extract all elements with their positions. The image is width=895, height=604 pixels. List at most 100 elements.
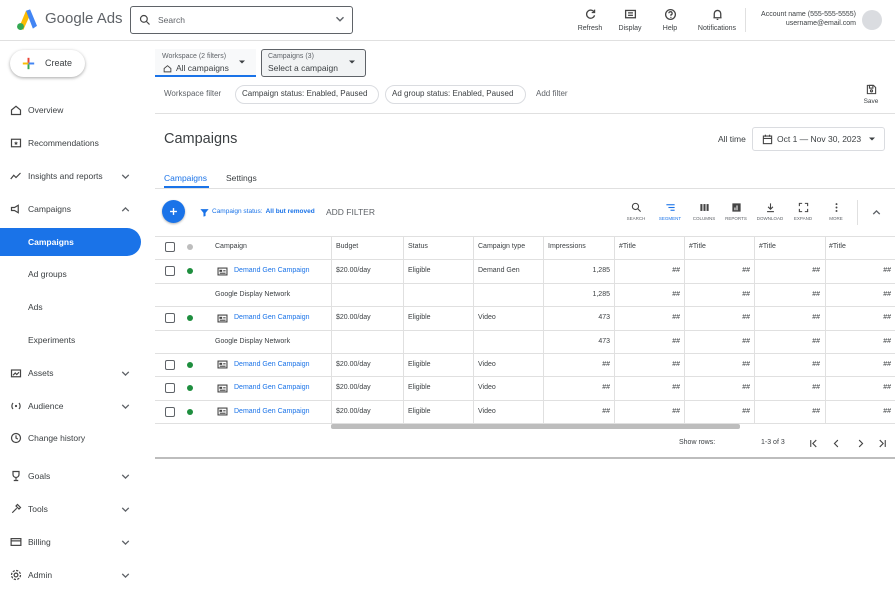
checkbox[interactable]	[165, 406, 175, 417]
toolbar-icon[interactable]	[731, 202, 742, 213]
sidebar-item[interactable]: Change history	[28, 433, 86, 443]
filter-chip[interactable]	[235, 85, 379, 104]
header-action-icon[interactable]	[624, 8, 637, 21]
sidebar-active-pill[interactable]	[0, 228, 141, 256]
workspace-filter[interactable]: Workspace filter	[164, 89, 222, 98]
header-action-icon[interactable]	[711, 8, 724, 21]
header-action-label[interactable]: Refresh	[577, 25, 603, 32]
sidebar-chevron[interactable]	[119, 203, 132, 216]
pagination-button[interactable]	[877, 438, 888, 449]
sidebar-item[interactable]: Assets	[28, 368, 54, 378]
tab-active[interactable]: Campaigns	[164, 173, 207, 183]
toolbar-icon-part	[736, 204, 738, 210]
collapse-toolbar[interactable]	[870, 206, 883, 219]
sidebar-item[interactable]: Audience	[28, 401, 64, 411]
sidebar-item[interactable]: Billing	[28, 537, 51, 547]
pagination-button[interactable]	[855, 438, 866, 449]
column-header[interactable]: #Title	[829, 243, 846, 250]
sidebar-item[interactable]: Goals	[28, 471, 51, 481]
toolbar-label[interactable]: COLUMNS	[692, 216, 716, 221]
toolbar-icon[interactable]	[699, 202, 710, 213]
toolbar-icon[interactable]	[631, 202, 642, 213]
sidebar-icon-part	[10, 204, 19, 214]
column-header[interactable]: Campaign	[215, 243, 247, 250]
toolbar-label[interactable]: SEARCH	[626, 216, 646, 221]
sidebar-chevron[interactable]	[119, 400, 132, 413]
column-header[interactable]: #Title	[759, 243, 776, 250]
toolbar-label[interactable]: EXPAND	[793, 216, 813, 221]
toolbar-icon[interactable]	[765, 202, 776, 213]
toolbar-label[interactable]: SEGMENT	[658, 216, 682, 221]
campaign-link[interactable]: Demand Gen Campaign	[234, 267, 310, 274]
sidebar-chevron[interactable]	[119, 470, 132, 483]
table-row-border	[155, 400, 895, 401]
tab[interactable]: Settings	[226, 173, 257, 183]
sidebar-item[interactable]: Tools	[28, 504, 48, 514]
toolbar-label[interactable]: MORE	[829, 216, 843, 221]
campaign-link[interactable]: Demand Gen Campaign	[234, 360, 310, 368]
workspace-selector[interactable]	[155, 49, 256, 77]
table-cell: ##	[602, 360, 610, 368]
campaign-link[interactable]: Demand Gen Campaign	[234, 384, 310, 391]
checkbox[interactable]	[165, 359, 175, 370]
table-cell: Eligible	[408, 314, 431, 321]
pagination-button[interactable]	[808, 438, 819, 449]
sidebar-item[interactable]: Admin	[28, 570, 53, 580]
search-box[interactable]	[130, 6, 353, 34]
sidebar-chevron[interactable]	[119, 170, 132, 183]
sidebar-item[interactable]: Campaigns	[28, 204, 71, 214]
campaign-link[interactable]: Demand Gen Campaign	[234, 314, 310, 321]
column-header[interactable]: Campaign type	[478, 243, 526, 250]
header-action-icon[interactable]	[664, 8, 677, 21]
table-cell: ##	[672, 267, 680, 274]
campaign-type-icon-part	[216, 360, 228, 369]
filter-chip[interactable]	[385, 85, 526, 104]
pagination-button[interactable]	[831, 438, 842, 449]
table-cell: ##	[812, 314, 820, 321]
campaign-link[interactable]: Demand Gen Campaign	[234, 407, 310, 415]
sidebar-chevron[interactable]	[119, 367, 132, 380]
header-action-label[interactable]: Notifications	[697, 25, 737, 32]
toolbar-label[interactable]: DOWNLOAD	[756, 216, 784, 221]
toolbar-label[interactable]: REPORTS	[725, 216, 747, 221]
checkbox[interactable]	[165, 242, 175, 252]
column-header[interactable]: #Title	[689, 243, 706, 250]
avatar[interactable]	[862, 10, 882, 30]
add-filter[interactable]: Add filter	[536, 89, 568, 98]
checkbox[interactable]	[165, 383, 175, 393]
checkbox[interactable]	[165, 313, 175, 323]
sidebar-item[interactable]: Insights and reports	[28, 171, 103, 181]
toolbar-icon[interactable]	[831, 202, 842, 213]
horizontal-scrollbar[interactable]	[331, 424, 740, 429]
campaign-selector-dropdown	[349, 60, 355, 64]
header-action-icon[interactable]	[584, 8, 597, 21]
header-action-label[interactable]: Help	[662, 25, 678, 32]
sidebar-chevron[interactable]	[119, 536, 132, 549]
campaign-selector[interactable]	[261, 49, 366, 77]
sidebar-item[interactable]: Experiments	[28, 335, 76, 345]
status-dot	[187, 315, 193, 321]
sidebar-item[interactable]: Recommendations	[28, 138, 99, 148]
table-cell: ##	[883, 360, 891, 368]
search-dropdown[interactable]	[333, 12, 347, 26]
toolbar-icon[interactable]	[665, 202, 676, 213]
save-label[interactable]: Save	[863, 98, 879, 105]
sidebar-chevron[interactable]	[119, 503, 132, 516]
sidebar-chevron[interactable]	[119, 569, 132, 582]
save-icon[interactable]	[866, 84, 877, 95]
column-header[interactable]: Status	[408, 243, 428, 250]
column-header[interactable]: Budget	[336, 243, 359, 250]
status-filter[interactable]: Campaign status: All but removed	[212, 205, 315, 219]
date-picker[interactable]	[752, 127, 885, 151]
sidebar-item-active[interactable]: Campaigns	[28, 237, 74, 247]
column-header[interactable]: Impressions	[548, 243, 586, 250]
toolbar-icon[interactable]	[798, 202, 809, 213]
sidebar-item[interactable]: Ad groups	[28, 269, 67, 279]
checkbox[interactable]	[165, 266, 175, 276]
header-action-label[interactable]: Display	[618, 25, 642, 32]
toolbar-add-filter[interactable]: ADD FILTER	[326, 207, 375, 217]
column-header[interactable]: #Title	[619, 243, 636, 250]
sidebar-icon	[10, 204, 19, 214]
sidebar-item[interactable]: Ads	[28, 302, 43, 312]
sidebar-item[interactable]: Overview	[28, 105, 64, 115]
